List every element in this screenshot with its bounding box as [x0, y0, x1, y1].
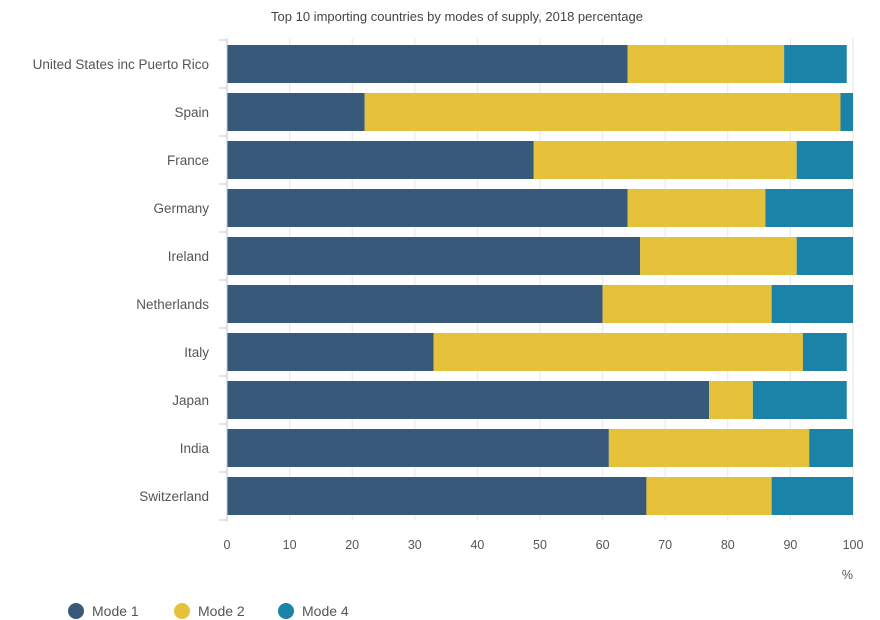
category-label-france: France [167, 153, 209, 168]
category-label-india: India [180, 441, 210, 456]
bar-ireland-mode-1[interactable] [227, 237, 641, 275]
bar-italy-mode-1[interactable] [227, 333, 434, 371]
bar-france-mode-2[interactable] [533, 141, 797, 179]
bar-ireland-mode-4[interactable] [796, 237, 853, 275]
bar-japan-mode-1[interactable] [227, 381, 710, 419]
x-tick-label-30: 30 [408, 538, 422, 552]
bar-italy-mode-4[interactable] [802, 333, 847, 371]
legend-label-mode-1: Mode 1 [92, 603, 139, 619]
category-label-switzerland: Switzerland [139, 489, 209, 504]
bar-united-states-inc-puerto-rico-mode-4[interactable] [784, 45, 847, 83]
x-tick-label-10: 10 [283, 538, 297, 552]
category-label-netherlands: Netherlands [136, 297, 209, 312]
bar-switzerland-mode-4[interactable] [771, 477, 853, 515]
bar-germany-mode-4[interactable] [765, 189, 853, 227]
bar-spain-mode-4[interactable] [840, 93, 853, 131]
bar-france-mode-1[interactable] [227, 141, 534, 179]
x-tick-label-50: 50 [533, 538, 547, 552]
category-label-japan: Japan [172, 393, 209, 408]
x-tick-label-40: 40 [470, 538, 484, 552]
x-axis-unit-label: % [842, 568, 853, 582]
bar-india-mode-2[interactable] [608, 429, 810, 467]
bar-switzerland-mode-1[interactable] [227, 477, 647, 515]
legend-marker-mode-2 [174, 603, 190, 619]
bar-united-states-inc-puerto-rico-mode-1[interactable] [227, 45, 628, 83]
bar-switzerland-mode-2[interactable] [646, 477, 772, 515]
legend-item-mode-4[interactable]: Mode 4 [278, 603, 349, 619]
bar-italy-mode-2[interactable] [433, 333, 803, 371]
bar-india-mode-4[interactable] [809, 429, 853, 467]
category-label-united-states-inc-puerto-rico: United States inc Puerto Rico [33, 57, 209, 72]
x-tick-label-100: 100 [843, 538, 864, 552]
category-label-italy: Italy [184, 345, 209, 360]
x-axis: 0 10 20 30 40 50 60 70 80 90 100 [224, 538, 864, 552]
bar-ireland-mode-2[interactable] [640, 237, 797, 275]
legend-item-mode-2[interactable]: Mode 2 [174, 603, 245, 619]
chart-title: Top 10 importing countries by modes of s… [271, 9, 643, 24]
bar-india-mode-1[interactable] [227, 429, 609, 467]
bar-netherlands-mode-1[interactable] [227, 285, 603, 323]
legend-item-mode-1[interactable]: Mode 1 [68, 603, 139, 619]
legend-marker-mode-4 [278, 603, 294, 619]
x-tick-label-0: 0 [224, 538, 231, 552]
legend-marker-mode-1 [68, 603, 84, 619]
bar-germany-mode-2[interactable] [627, 189, 766, 227]
bar-germany-mode-1[interactable] [227, 189, 628, 227]
legend-label-mode-4: Mode 4 [302, 603, 349, 619]
bar-netherlands-mode-2[interactable] [602, 285, 772, 323]
bar-france-mode-4[interactable] [796, 141, 853, 179]
category-label-ireland: Ireland [168, 249, 209, 264]
bar-united-states-inc-puerto-rico-mode-2[interactable] [627, 45, 785, 83]
x-tick-label-60: 60 [596, 538, 610, 552]
x-tick-label-90: 90 [783, 538, 797, 552]
legend[interactable]: Mode 1 Mode 2 Mode 4 [68, 603, 349, 619]
bar-spain-mode-2[interactable] [364, 93, 841, 131]
x-tick-label-20: 20 [345, 538, 359, 552]
x-tick-label-80: 80 [721, 538, 735, 552]
category-label-spain: Spain [174, 105, 209, 120]
bars [227, 45, 853, 515]
bar-japan-mode-4[interactable] [752, 381, 847, 419]
y-axis: United States inc Puerto Rico Spain France… [33, 38, 228, 522]
category-label-germany: Germany [153, 201, 209, 216]
legend-label-mode-2: Mode 2 [198, 603, 245, 619]
x-tick-label-70: 70 [658, 538, 672, 552]
bar-japan-mode-2[interactable] [709, 381, 753, 419]
bar-spain-mode-1[interactable] [227, 93, 365, 131]
bar-netherlands-mode-4[interactable] [771, 285, 853, 323]
